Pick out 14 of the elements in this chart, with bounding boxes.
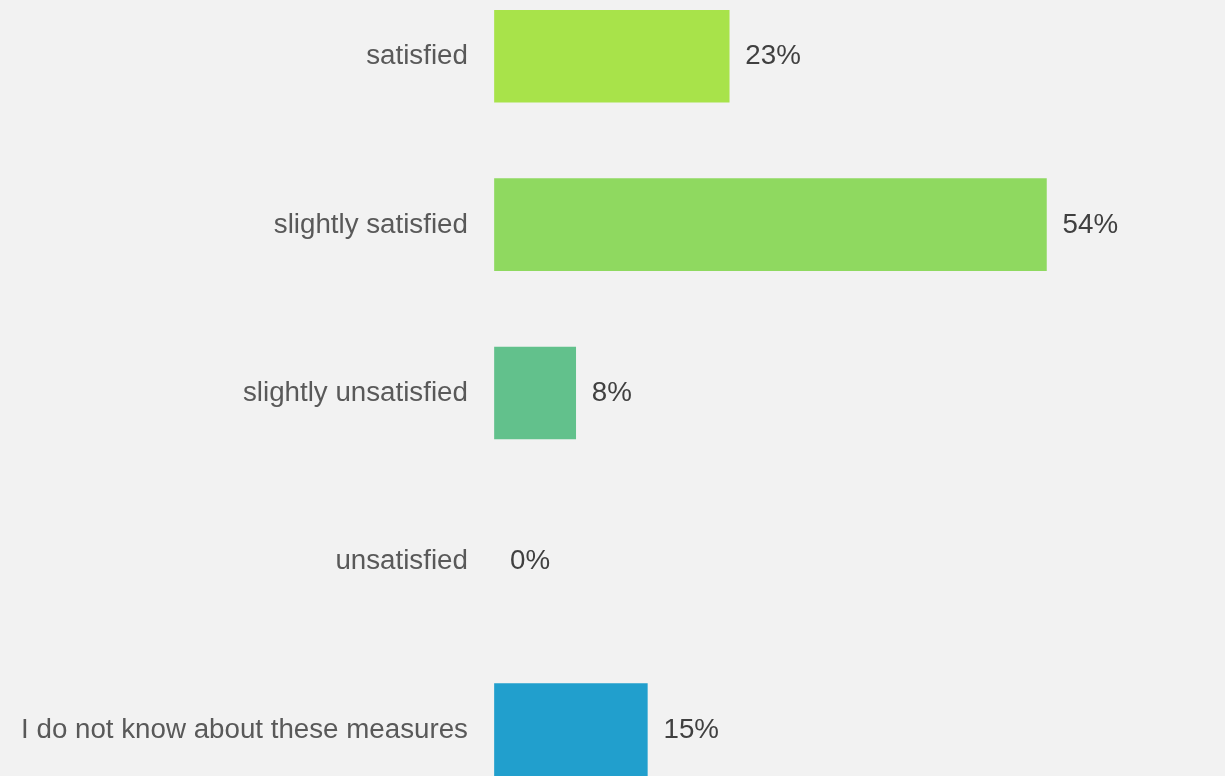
y-tick-label: satisfied — [366, 39, 468, 71]
data-label: 54% — [1062, 207, 1119, 239]
data-label: 0% — [510, 544, 551, 576]
data-label: 15% — [663, 712, 719, 744]
bar — [494, 178, 1047, 271]
bar — [494, 346, 577, 440]
y-tick-label: unsatisfied — [335, 544, 468, 576]
bar — [494, 9, 730, 103]
y-tick-label: slightly unsatisfied — [242, 375, 468, 407]
y-tick-label: slightly satisfied — [273, 207, 468, 239]
data-label: 23% — [745, 39, 801, 71]
bar — [494, 683, 648, 776]
y-tick-label: I do not know about these measures — [21, 712, 468, 744]
data-label: 8% — [591, 375, 632, 407]
